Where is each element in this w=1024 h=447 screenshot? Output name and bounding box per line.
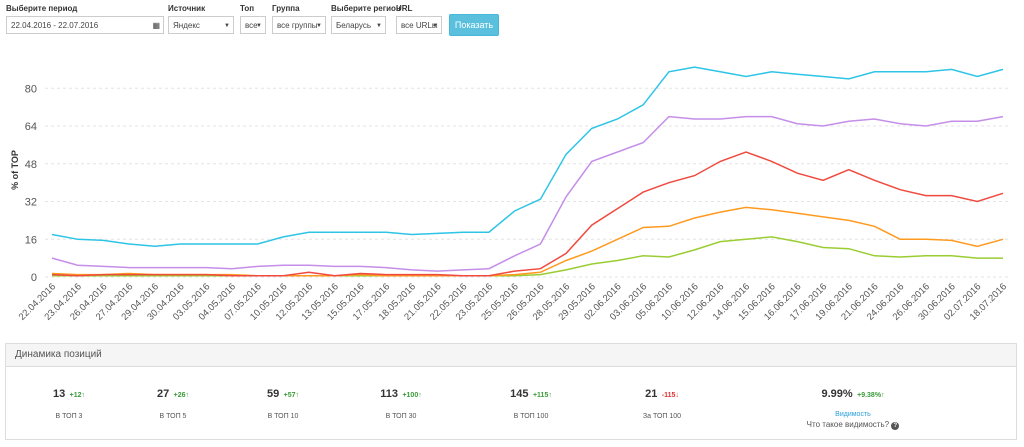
stat-label: В ТОП 30 bbox=[385, 413, 417, 420]
y-tick-label: 64 bbox=[25, 121, 37, 133]
stat-item: 145 +115↑ В ТОП 100 bbox=[461, 384, 601, 420]
label: Топ bbox=[240, 4, 255, 13]
stat-item: 27 +26↑ В ТОП 5 bbox=[103, 384, 243, 420]
stat-label: В ТОП 10 bbox=[267, 413, 299, 420]
stat-value: 59 bbox=[266, 388, 280, 400]
stat-value: 27 bbox=[156, 388, 170, 400]
caret: ▼ bbox=[224, 23, 230, 29]
stat-label: В ТОП 3 bbox=[55, 413, 83, 420]
stat-delta: +26 bbox=[173, 392, 186, 399]
stat-value: 9.99% bbox=[821, 388, 853, 400]
stat-delta: -115 bbox=[661, 392, 676, 399]
select[interactable]: Беларусь ▼ bbox=[331, 16, 386, 34]
stat-value: 113 bbox=[380, 388, 398, 400]
value: Яндекс bbox=[173, 21, 200, 30]
value: Беларусь bbox=[336, 21, 371, 30]
y-tick-label: 80 bbox=[25, 83, 37, 95]
stat-delta: +12 bbox=[69, 392, 82, 399]
stat-delta: +100 bbox=[402, 392, 419, 399]
series-line bbox=[52, 236, 1003, 277]
value: все bbox=[245, 21, 258, 30]
arrow-icon: ↑ bbox=[81, 392, 86, 399]
positions-panel: Динамика позиций 13 +12↑ В ТОП 3 27 +26↑ В … bbox=[5, 343, 1017, 440]
caret: ▼ bbox=[316, 23, 322, 29]
series-line bbox=[51, 151, 1004, 277]
arrow-icon: ↓ bbox=[675, 392, 679, 399]
panel-title: Динамика позиций bbox=[6, 344, 1016, 367]
arrow-icon: ↑ bbox=[295, 392, 300, 399]
stat-value: 145 bbox=[510, 388, 529, 400]
top-filter: Топ все ▼ bbox=[240, 4, 266, 34]
value: 22.04.2016 - 22.07.2016 bbox=[11, 21, 99, 30]
stat-label[interactable]: Видимость bbox=[835, 411, 871, 418]
series-line bbox=[51, 66, 1004, 248]
stat-value: 13 bbox=[52, 388, 66, 400]
region-filter: Выберите регион Беларусь ▼ bbox=[331, 4, 401, 34]
date-input[interactable]: 22.04.2016 - 22.07.2016 ▦ bbox=[6, 16, 164, 34]
select[interactable]: все ▼ bbox=[240, 16, 266, 34]
calendar-icon: ▦ bbox=[152, 21, 160, 30]
value: все URLы bbox=[401, 21, 438, 30]
arrow-icon: ↑ bbox=[881, 392, 885, 399]
y-axis-label: % of TOP bbox=[10, 150, 20, 190]
y-tick-label: 32 bbox=[25, 197, 37, 209]
help-icon: ? bbox=[891, 422, 900, 430]
help-text: Что такое видимость? bbox=[806, 420, 890, 429]
stat-delta: +57 bbox=[283, 392, 296, 399]
stat-label: В ТОП 100 bbox=[513, 413, 549, 420]
arrow-icon: ↑ bbox=[418, 392, 422, 399]
stat-label: За ТОП 100 bbox=[642, 413, 682, 420]
stat-item: 113 +100↑ В ТОП 30 bbox=[331, 384, 471, 420]
series-line bbox=[51, 115, 1004, 272]
stat-item: 13 +12↑ В ТОП 3 bbox=[0, 384, 139, 420]
source-filter: Источник Яндекс ▼ bbox=[168, 4, 234, 34]
stat-label: В ТОП 5 bbox=[159, 413, 187, 420]
url-filter: URL все URLы ▼ bbox=[396, 4, 442, 34]
series-line bbox=[51, 206, 1004, 277]
chart: % of TOP 0163248648022.04.201623.04.2016… bbox=[10, 66, 1010, 323]
arrow-icon: ↑ bbox=[185, 392, 190, 399]
stat-value: 21 bbox=[645, 388, 658, 400]
label: Источник bbox=[168, 4, 206, 13]
period-filter: Выберите период 22.04.2016 - 22.07.2016 ▦ bbox=[6, 4, 164, 34]
y-tick-label: 48 bbox=[25, 159, 37, 171]
arrow-icon: ↑ bbox=[548, 392, 552, 399]
stat-delta: +115 bbox=[532, 392, 549, 399]
select[interactable]: все группы ▼ bbox=[272, 16, 326, 34]
label: Выберите период bbox=[6, 4, 78, 13]
caret: ▼ bbox=[256, 23, 262, 29]
show-button[interactable]: Показать bbox=[449, 14, 499, 36]
stat-item: 21 -115↓ За ТОП 100 bbox=[592, 384, 732, 420]
caret: ▼ bbox=[376, 23, 382, 29]
help-link[interactable]: Что такое видимость? ? bbox=[783, 420, 923, 430]
value: все группы bbox=[277, 21, 318, 30]
y-tick-label: 16 bbox=[25, 234, 37, 246]
group-filter: Группа все группы ▼ bbox=[272, 4, 326, 34]
label: Выберите регион bbox=[331, 4, 401, 13]
y-tick-label: 0 bbox=[31, 272, 37, 284]
select[interactable]: Яндекс ▼ bbox=[168, 16, 234, 34]
stat-item: 59 +57↑ В ТОП 10 bbox=[213, 384, 353, 420]
select[interactable]: все URLы ▼ bbox=[396, 16, 442, 34]
stat-item: 9.99% +9.38%↑ Видимость Что такое видимост… bbox=[783, 384, 923, 430]
stat-delta: +9.38% bbox=[857, 392, 882, 399]
label: URL bbox=[396, 4, 413, 13]
label: Группа bbox=[272, 4, 300, 13]
caret: ▼ bbox=[432, 23, 438, 29]
